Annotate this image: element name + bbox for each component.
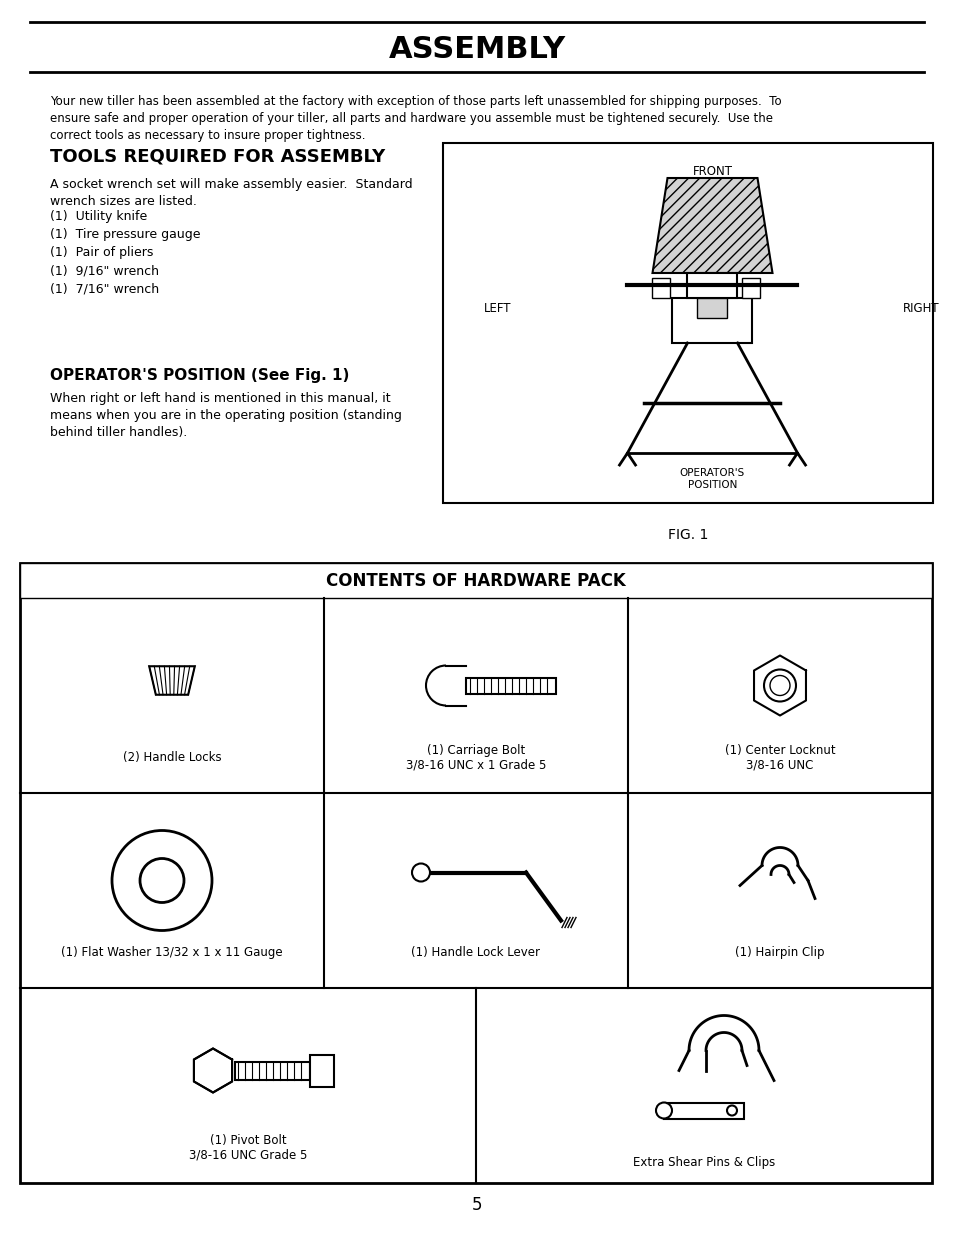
Circle shape [656,1103,671,1119]
Text: Extra Shear Pins & Clips: Extra Shear Pins & Clips [632,1156,774,1170]
Bar [652,278,670,298]
Bar [741,278,760,298]
Text: RIGHT: RIGHT [902,301,939,315]
Text: (1) Flat Washer 13/32 x 1 x 11 Gauge: (1) Flat Washer 13/32 x 1 x 11 Gauge [61,946,282,960]
Bar [20,563,931,598]
Circle shape [412,863,430,882]
Text: (1) Handle Lock Lever: (1) Handle Lock Lever [411,946,540,960]
Text: (2) Handle Locks: (2) Handle Locks [123,751,221,764]
Text: (1)  9/16" wrench: (1) 9/16" wrench [50,264,159,277]
Text: CONTENTS OF HARDWARE PACK: CONTENTS OF HARDWARE PACK [326,572,625,589]
Polygon shape [652,178,772,273]
Bar [442,143,932,503]
Bar [687,273,737,298]
Bar [672,298,752,343]
Text: OPERATOR'S
POSITION: OPERATOR'S POSITION [679,468,744,489]
Text: TOOLS REQUIRED FOR ASSEMBLY: TOOLS REQUIRED FOR ASSEMBLY [50,148,385,165]
Text: (1) Hairpin Clip: (1) Hairpin Clip [735,946,824,960]
Text: FRONT: FRONT [692,165,732,178]
Bar [20,563,931,1183]
Text: (1)  7/16" wrench: (1) 7/16" wrench [50,282,159,295]
Text: (1) Pivot Bolt
3/8-16 UNC Grade 5: (1) Pivot Bolt 3/8-16 UNC Grade 5 [189,1134,307,1162]
Text: (1) Carriage Bolt
3/8-16 UNC x 1 Grade 5: (1) Carriage Bolt 3/8-16 UNC x 1 Grade 5 [405,743,546,772]
Polygon shape [149,666,194,695]
Text: FIG. 1: FIG. 1 [667,529,707,542]
Text: correct tools as necessary to insure proper tightness.: correct tools as necessary to insure pro… [50,128,365,142]
Bar [697,298,727,317]
Bar [310,1055,334,1087]
Text: wrench sizes are listed.: wrench sizes are listed. [50,195,196,207]
Text: LEFT: LEFT [484,301,511,315]
Bar [234,1062,310,1079]
Text: OPERATOR'S POSITION (See Fig. 1): OPERATOR'S POSITION (See Fig. 1) [50,368,349,383]
Text: ASSEMBLY: ASSEMBLY [388,36,565,64]
Polygon shape [193,1049,232,1093]
Circle shape [726,1105,737,1115]
Text: ensure safe and proper operation of your tiller, all parts and hardware you asse: ensure safe and proper operation of your… [50,112,772,125]
Text: behind tiller handles).: behind tiller handles). [50,426,187,438]
Text: When right or left hand is mentioned in this manual, it: When right or left hand is mentioned in … [50,391,390,405]
Text: (1)  Pair of pliers: (1) Pair of pliers [50,246,153,259]
Text: 5: 5 [471,1195,482,1214]
Text: (1)  Tire pressure gauge: (1) Tire pressure gauge [50,228,200,241]
Text: A socket wrench set will make assembly easier.  Standard: A socket wrench set will make assembly e… [50,178,413,191]
Circle shape [763,669,795,701]
Text: Your new tiller has been assembled at the factory with exception of those parts : Your new tiller has been assembled at th… [50,95,781,107]
Text: means when you are in the operating position (standing: means when you are in the operating posi… [50,409,401,422]
Text: (1)  Utility knife: (1) Utility knife [50,210,147,224]
Circle shape [112,830,212,930]
Bar [663,1103,743,1119]
Bar [465,678,556,694]
Circle shape [140,858,184,903]
Text: (1) Center Locknut
3/8-16 UNC: (1) Center Locknut 3/8-16 UNC [724,743,835,772]
